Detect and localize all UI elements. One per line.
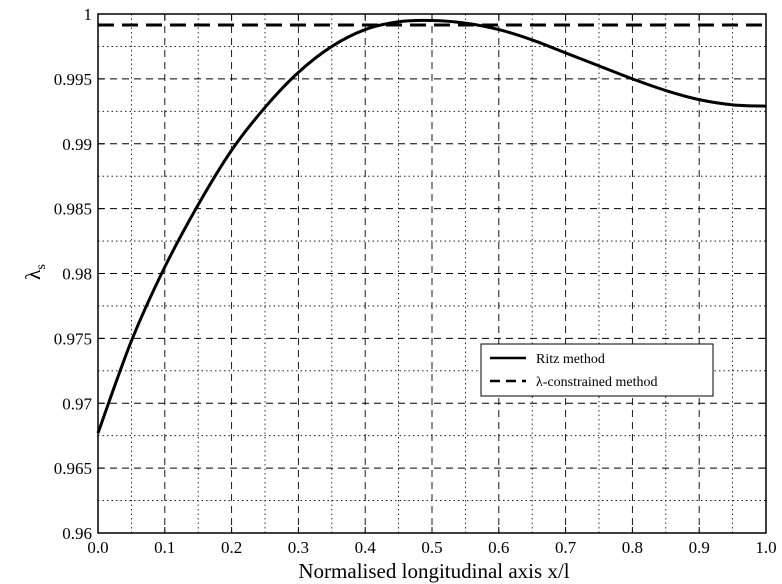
legend-label-lambda: λ-constrained method bbox=[536, 375, 657, 390]
x-tick-label: 0.4 bbox=[355, 538, 377, 557]
y-tick-label: 0.985 bbox=[54, 200, 92, 219]
y-tick-label: 0.975 bbox=[54, 329, 92, 348]
x-tick-label: 0.6 bbox=[488, 538, 509, 557]
x-tick-label: 0.1 bbox=[154, 538, 175, 557]
svg-text:λs: λs bbox=[21, 264, 49, 280]
x-tick-label: 0.3 bbox=[288, 538, 309, 557]
legend-box bbox=[480, 343, 714, 397]
x-tick-label: 0.7 bbox=[555, 538, 577, 557]
x-tick-label: 0.0 bbox=[87, 538, 108, 557]
y-tick-label: 0.96 bbox=[62, 524, 92, 543]
y-tick-label: 1 bbox=[84, 5, 93, 24]
x-tick-label: 0.8 bbox=[622, 538, 643, 557]
x-tick-label: 0.9 bbox=[689, 538, 710, 557]
y-tick-label: 0.99 bbox=[62, 135, 92, 154]
x-tick-label: 0.5 bbox=[421, 538, 442, 557]
y-axis-symbol: λ bbox=[21, 269, 45, 280]
y-tick-label: 0.98 bbox=[62, 265, 92, 284]
x-tick-label: 1.0 bbox=[755, 538, 776, 557]
x-tick-label: 0.2 bbox=[221, 538, 242, 557]
tick-marks bbox=[97, 13, 767, 534]
y-tick-labels: 0.96 0.965 0.97 0.975 0.98 0.985 0.99 0.995 1 bbox=[54, 5, 93, 543]
legend-label-ritz: Ritz method bbox=[536, 352, 605, 367]
x-tick-labels: 0.0 0.1 0.2 0.3 0.4 0.5 0.6 0.7 0.8 0.9 1.0 bbox=[87, 538, 776, 557]
y-axis-subscript: s bbox=[34, 264, 49, 269]
series-line-ritz bbox=[96, 18, 767, 434]
legend: Ritz method λ-constrained method bbox=[480, 343, 714, 397]
y-tick-label: 0.97 bbox=[62, 394, 92, 413]
series-layer bbox=[96, 18, 767, 434]
major-grid bbox=[98, 14, 766, 533]
x-axis-title: Normalised longitudinal axis x/l bbox=[298, 559, 569, 583]
y-tick-label: 0.995 bbox=[54, 70, 92, 89]
y-tick-label: 0.965 bbox=[54, 459, 92, 478]
y-axis-title: λs bbox=[21, 264, 49, 280]
